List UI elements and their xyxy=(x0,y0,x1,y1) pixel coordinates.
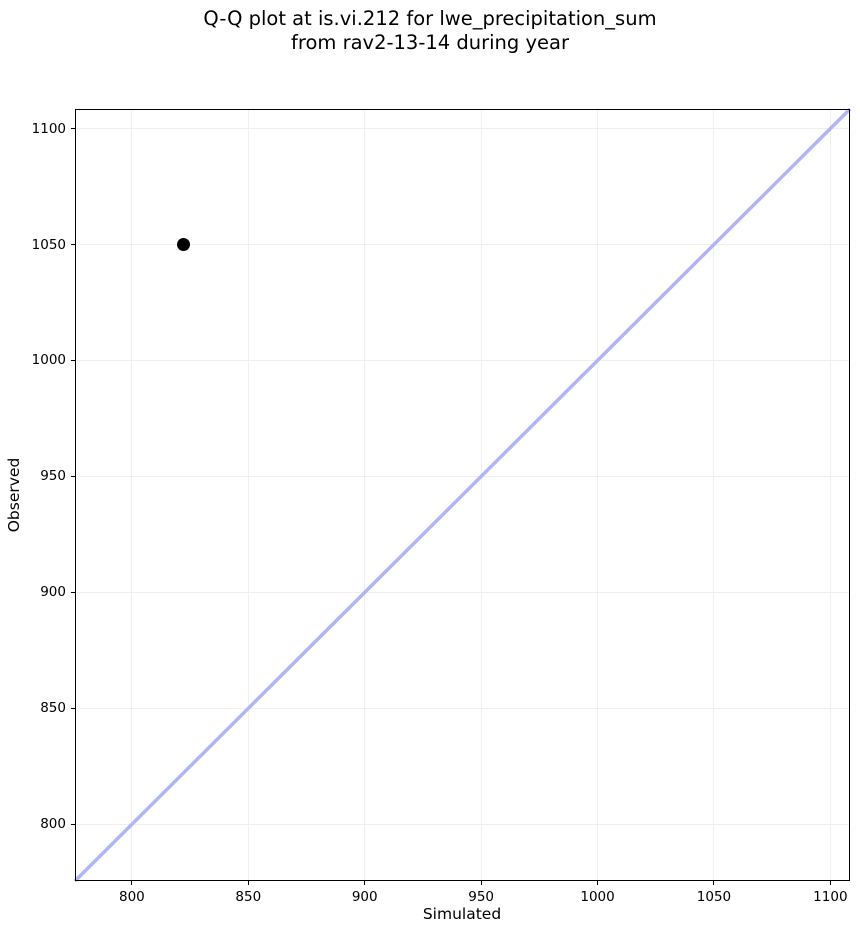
chart-title-line2: from rav2-13-14 during year xyxy=(291,30,569,54)
x-gridline xyxy=(713,110,715,880)
y-tick-label: 950 xyxy=(40,468,66,485)
x-tick-label: 1100 xyxy=(813,889,848,905)
x-gridline xyxy=(480,110,482,880)
y-tick-label: 800 xyxy=(40,816,66,833)
x-tick-mark xyxy=(713,881,715,885)
x-gridline xyxy=(247,110,249,880)
y-axis-label: Observed xyxy=(5,457,23,533)
plot-area: 800 850 900 950 1000 1050 1100 800 850 900 950 1000… xyxy=(32,108,851,905)
y-gridline xyxy=(76,359,849,361)
reference-line-segment xyxy=(74,108,851,882)
x-tick-mark xyxy=(829,881,831,885)
y-gridline xyxy=(76,475,849,477)
x-tick-label: 950 xyxy=(468,889,495,905)
x-tick-mark xyxy=(131,881,133,885)
x-tick-label: 1000 xyxy=(580,889,615,905)
identity-reference-line xyxy=(74,108,851,882)
x-gridline xyxy=(829,110,831,880)
y-tick-mark xyxy=(71,359,75,361)
x-gridline xyxy=(131,110,133,880)
y-gridline xyxy=(76,591,849,593)
x-tick-label: 900 xyxy=(351,889,378,905)
x-tick-mark xyxy=(597,881,599,885)
y-gridline xyxy=(76,244,849,246)
x-axis-label: Simulated xyxy=(422,905,502,923)
y-tick-mark xyxy=(71,475,75,477)
data-point xyxy=(176,238,190,252)
y-tick-mark xyxy=(71,591,75,593)
chart-title-line1: Q-Q plot at is.vi.212 for lwe_precipitat… xyxy=(203,7,657,30)
x-tick-label: 850 xyxy=(235,889,262,905)
y-gridline xyxy=(76,128,849,130)
y-tick-mark xyxy=(71,128,75,130)
y-gridline xyxy=(76,707,849,709)
x-tick-label: 800 xyxy=(118,889,145,905)
y-tick-label: 900 xyxy=(40,584,66,601)
y-tick-label: 850 xyxy=(40,700,66,717)
x-tick-mark xyxy=(364,881,366,885)
x-gridline xyxy=(364,110,366,880)
x-tick-label: 1050 xyxy=(696,889,732,905)
x-gridline xyxy=(597,110,599,880)
chart-title: Q-Q plot at is.vi.212 for lwe_precipitat… xyxy=(0,7,860,54)
y-tick-mark xyxy=(71,244,75,246)
y-tick-label: 1100 xyxy=(31,120,66,137)
x-tick-mark xyxy=(480,881,482,885)
x-tick-mark xyxy=(247,881,249,885)
y-tick-label: 1050 xyxy=(31,236,66,253)
y-tick-mark xyxy=(71,707,75,709)
y-tick-label: 1000 xyxy=(31,352,66,369)
y-gridline xyxy=(76,823,849,825)
y-tick-mark xyxy=(71,823,75,825)
